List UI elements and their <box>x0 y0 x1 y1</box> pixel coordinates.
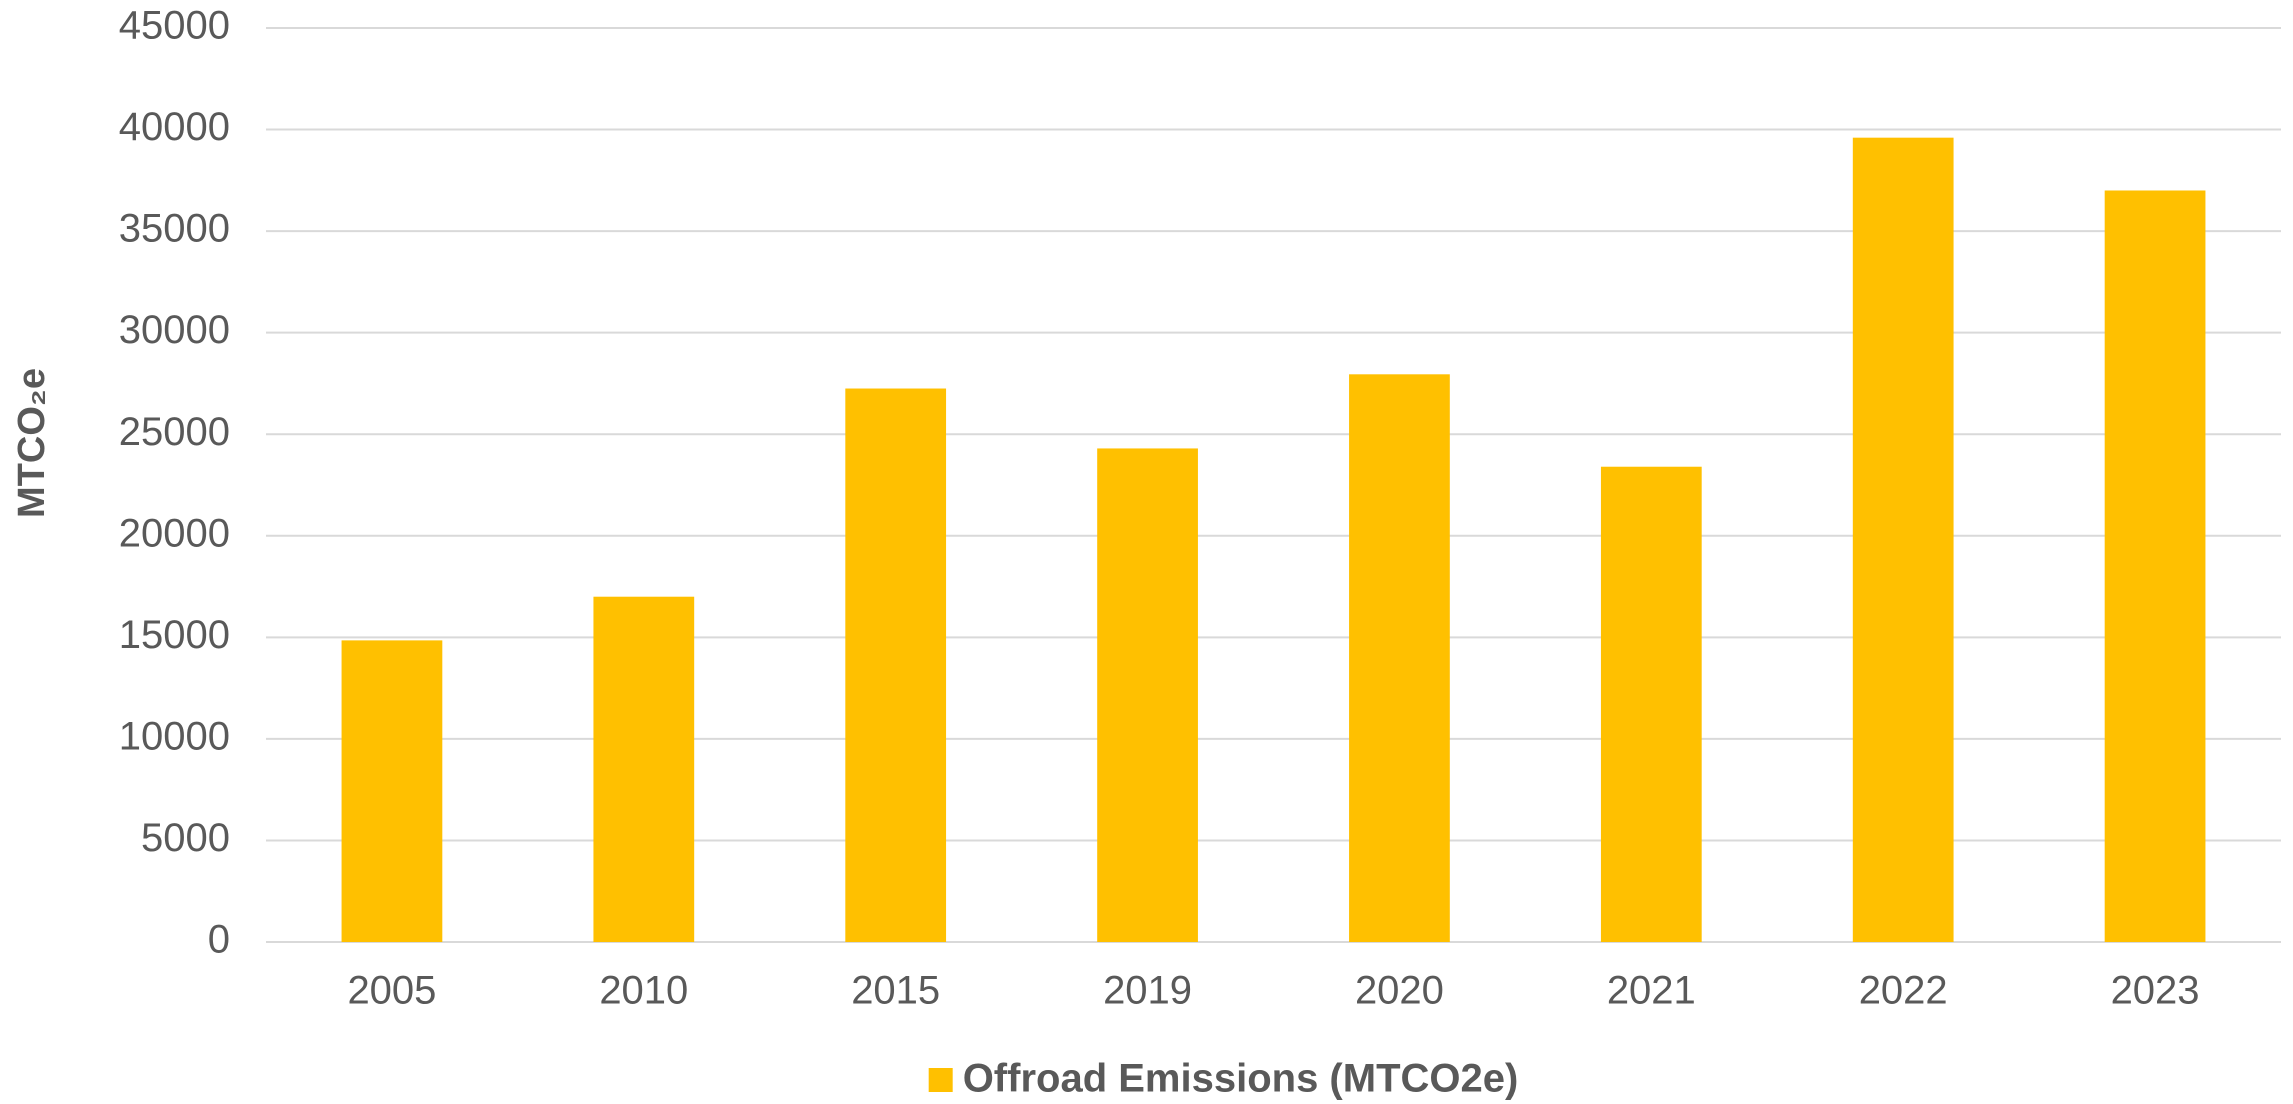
legend-label: Offroad Emissions (MTCO2e) <box>963 1057 1519 1101</box>
bar <box>1852 137 1954 942</box>
y-tick-label: 0 <box>208 918 230 962</box>
x-tick-label: 2022 <box>1859 969 1948 1013</box>
x-tick-label: 2005 <box>347 969 436 1013</box>
x-tick-label: 2020 <box>1355 969 1444 1013</box>
y-tick-label: 40000 <box>119 105 230 149</box>
bar <box>845 388 947 942</box>
x-tick-label: 2023 <box>2111 969 2200 1013</box>
y-tick-label: 20000 <box>119 511 230 555</box>
bar <box>593 596 695 942</box>
y-tick-label: 35000 <box>119 207 230 251</box>
x-tick-label: 2019 <box>1103 969 1192 1013</box>
bar <box>1600 466 1702 942</box>
y-tick-label: 15000 <box>119 613 230 657</box>
bar <box>1097 448 1198 942</box>
y-tick-label: 25000 <box>119 410 230 454</box>
y-axis-label: MTCO₂e <box>11 368 53 518</box>
y-tick-label: 30000 <box>119 308 230 352</box>
x-tick-label: 2021 <box>1607 969 1696 1013</box>
x-tick-label: 2010 <box>599 969 688 1013</box>
y-tick-label: 5000 <box>141 816 230 860</box>
y-tick-label: 45000 <box>119 4 230 48</box>
legend-swatch <box>928 1068 953 1092</box>
x-tick-label: 2015 <box>851 969 940 1013</box>
bar <box>1349 374 1450 942</box>
y-tick-label: 10000 <box>119 714 230 758</box>
bar <box>341 640 443 942</box>
bar <box>2104 190 2206 942</box>
